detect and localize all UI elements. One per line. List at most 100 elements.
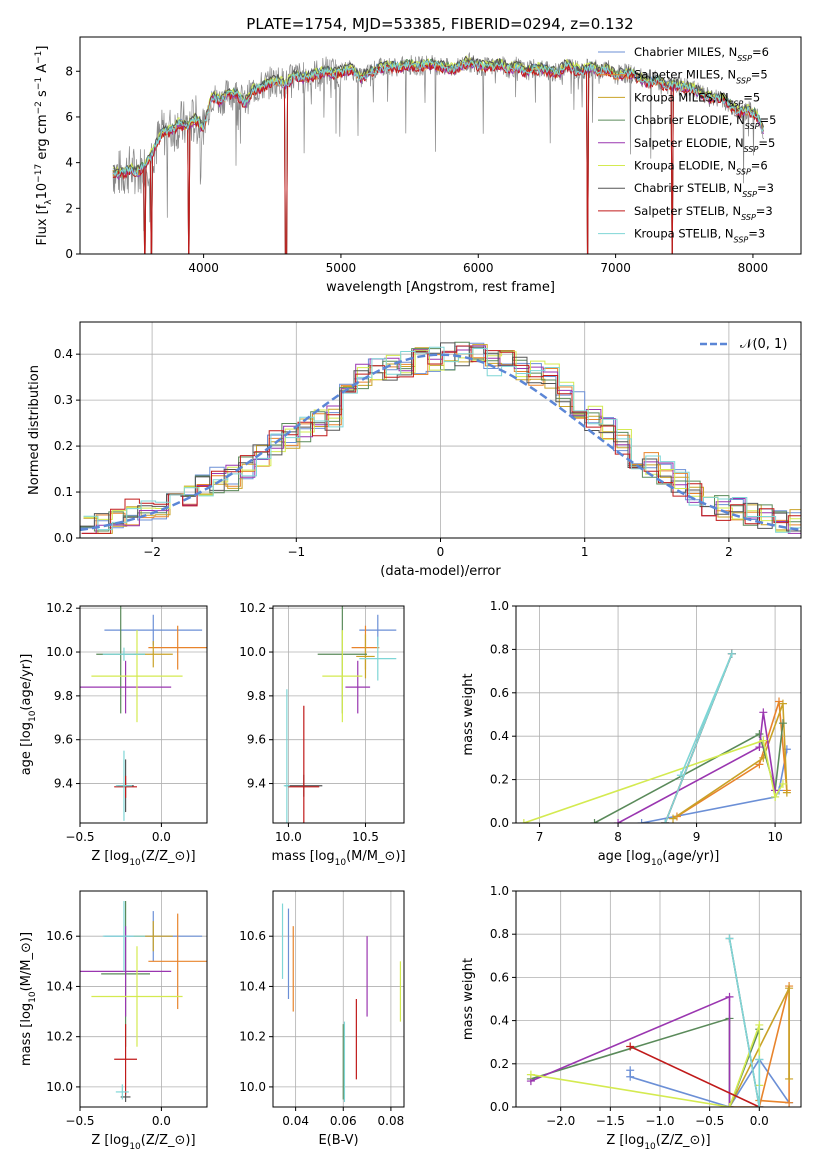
weight-marker	[785, 1098, 794, 1107]
x-tick-label: 10.0	[275, 830, 302, 844]
weight-marker	[755, 760, 764, 769]
weight-marker	[626, 1042, 635, 1051]
weight-line-kroupa-elodie	[523, 739, 784, 823]
weight-marker	[676, 771, 685, 780]
weight-line-salpeter-elodie	[617, 712, 776, 823]
legend-entry: 𝒩(0, 1)	[740, 337, 787, 352]
y-tick-label: 0.2	[490, 1057, 509, 1071]
figure-title: PLATE=1754, MJD=53385, FIBERID=0294, z=0…	[246, 15, 633, 33]
y-tick-label: 1.0	[490, 884, 509, 898]
x-axis-label: E(B-V)	[318, 1133, 358, 1148]
legend-entry: Kroupa MILES, NSSP=5	[634, 90, 760, 108]
y-tick-label: 10.0	[239, 645, 266, 659]
y-tick-label: 0.1	[54, 485, 73, 499]
x-tick-label: 7000	[600, 261, 631, 275]
errorbar-point	[359, 636, 397, 681]
y-tick-label: 0.6	[490, 686, 509, 700]
x-axis-label: age [log10(age/yr)]	[598, 849, 720, 868]
errorbar-point	[80, 660, 172, 714]
weight-marker	[727, 649, 736, 658]
y-tick-label: 1.0	[490, 599, 509, 613]
y-tick-label: 2	[65, 201, 73, 215]
y-tick-label: 10.2	[239, 1030, 266, 1044]
weight-marker	[755, 730, 764, 739]
plot-area	[80, 606, 207, 821]
x-tick-label: −0.5	[695, 1114, 724, 1128]
chart-residuals: −2 −1 0 1 2 0.0 0.1 0.2 0.3 0.4 (data-model)/error…	[27, 321, 802, 579]
weight-marker	[526, 1070, 535, 1079]
errorbar-point	[148, 625, 207, 670]
chart-spectrum: 4000 5000 6000 7000 8000 0 2 4 6 8 wavelength [Ang…	[34, 36, 802, 295]
weight-marker	[759, 708, 768, 717]
y-tick-label: 0	[65, 247, 73, 261]
y-axis-label: Normed distribution	[27, 365, 42, 495]
legend-entry: Chabrier MILES, NSSP=6	[634, 45, 769, 63]
y-tick-label: 0.6	[490, 970, 509, 984]
y-axis-label: mass weight	[461, 958, 476, 1040]
y-tick-label: 0.2	[490, 773, 509, 787]
x-tick-label: 6000	[463, 261, 494, 275]
axes-frame	[272, 890, 405, 1108]
errorbar-point	[102, 647, 146, 661]
weight-line-kroupa-stelib	[664, 653, 733, 823]
x-tick-label: −0.5	[65, 830, 94, 844]
weight-line-salpeter-miles	[676, 701, 788, 818]
x-tick-label: −1.5	[596, 1114, 625, 1128]
errorbar-point	[288, 705, 320, 823]
errorbar-point	[356, 634, 375, 679]
y-tick-label: 0.8	[490, 927, 509, 941]
y-tick-label: 0.4	[490, 729, 509, 743]
weight-marker	[778, 719, 787, 728]
y-tick-label: 8	[65, 64, 73, 78]
y-tick-label: 4	[65, 156, 73, 170]
errorbar-point	[102, 901, 146, 972]
x-tick-label: 1	[581, 545, 589, 559]
y-tick-label: 0.4	[490, 1014, 509, 1028]
y-tick-label: 10.0	[239, 1080, 266, 1094]
legend-entry: Kroupa STELIB, NSSP=3	[634, 227, 765, 245]
y-tick-label: 9.6	[54, 733, 73, 747]
y-tick-label: 0.0	[54, 531, 73, 545]
errorbar-point	[283, 689, 290, 823]
y-tick-label: 9.8	[54, 689, 73, 703]
y-tick-label: 0.4	[54, 347, 73, 361]
weight-marker	[778, 779, 787, 788]
plot-area	[519, 649, 791, 823]
axes-frame	[79, 605, 208, 824]
errorbar-point	[80, 926, 172, 1017]
plot-area	[281, 903, 402, 1102]
plot-area	[80, 341, 801, 534]
plot-area	[112, 51, 765, 254]
y-tick-label: 10.2	[46, 1030, 73, 1044]
weight-marker	[661, 819, 670, 823]
errorbar-point	[114, 775, 137, 798]
x-tick-label: 0.0	[750, 1114, 769, 1128]
plot-area	[526, 934, 794, 1107]
errorbar-point	[104, 614, 203, 646]
weight-marker	[637, 819, 646, 823]
x-tick-label: −0.5	[65, 1114, 94, 1128]
y-tick-label: 0.0	[490, 816, 509, 830]
y-tick-label: 9.4	[54, 777, 73, 791]
axes-frame	[515, 605, 802, 824]
x-tick-label: 2	[725, 545, 733, 559]
weight-line-salpeter-stelib	[629, 1045, 760, 1107]
weight-marker	[669, 814, 678, 823]
x-axis-label: wavelength [Angstrom, rest frame]	[326, 280, 555, 295]
y-tick-label: 9.6	[247, 733, 266, 747]
x-tick-label: 10	[767, 830, 782, 844]
legend-entry: Salpeter STELIB, NSSP=3	[634, 204, 773, 222]
errorbar-point	[91, 946, 183, 1047]
weight-line-kroupa-miles	[672, 703, 788, 820]
y-tick-label: 0.8	[490, 642, 509, 656]
y-tick-label: 9.8	[247, 689, 266, 703]
weight-marker	[725, 1103, 734, 1107]
weight-marker	[755, 743, 764, 752]
y-tick-label: 0.0	[490, 1100, 509, 1114]
chart-weight_vs_age: 7 8 9 10 0.0 0.2 0.4 0.6 0.8 1.0 age [log10(age/yr…	[461, 599, 802, 868]
errorbar-point	[115, 750, 133, 821]
y-tick-label: 10.6	[239, 929, 266, 943]
legend-entry: Kroupa ELODIE, NSSP=6	[634, 159, 768, 177]
y-axis-label: age [log10(age/yr)]	[19, 654, 38, 776]
